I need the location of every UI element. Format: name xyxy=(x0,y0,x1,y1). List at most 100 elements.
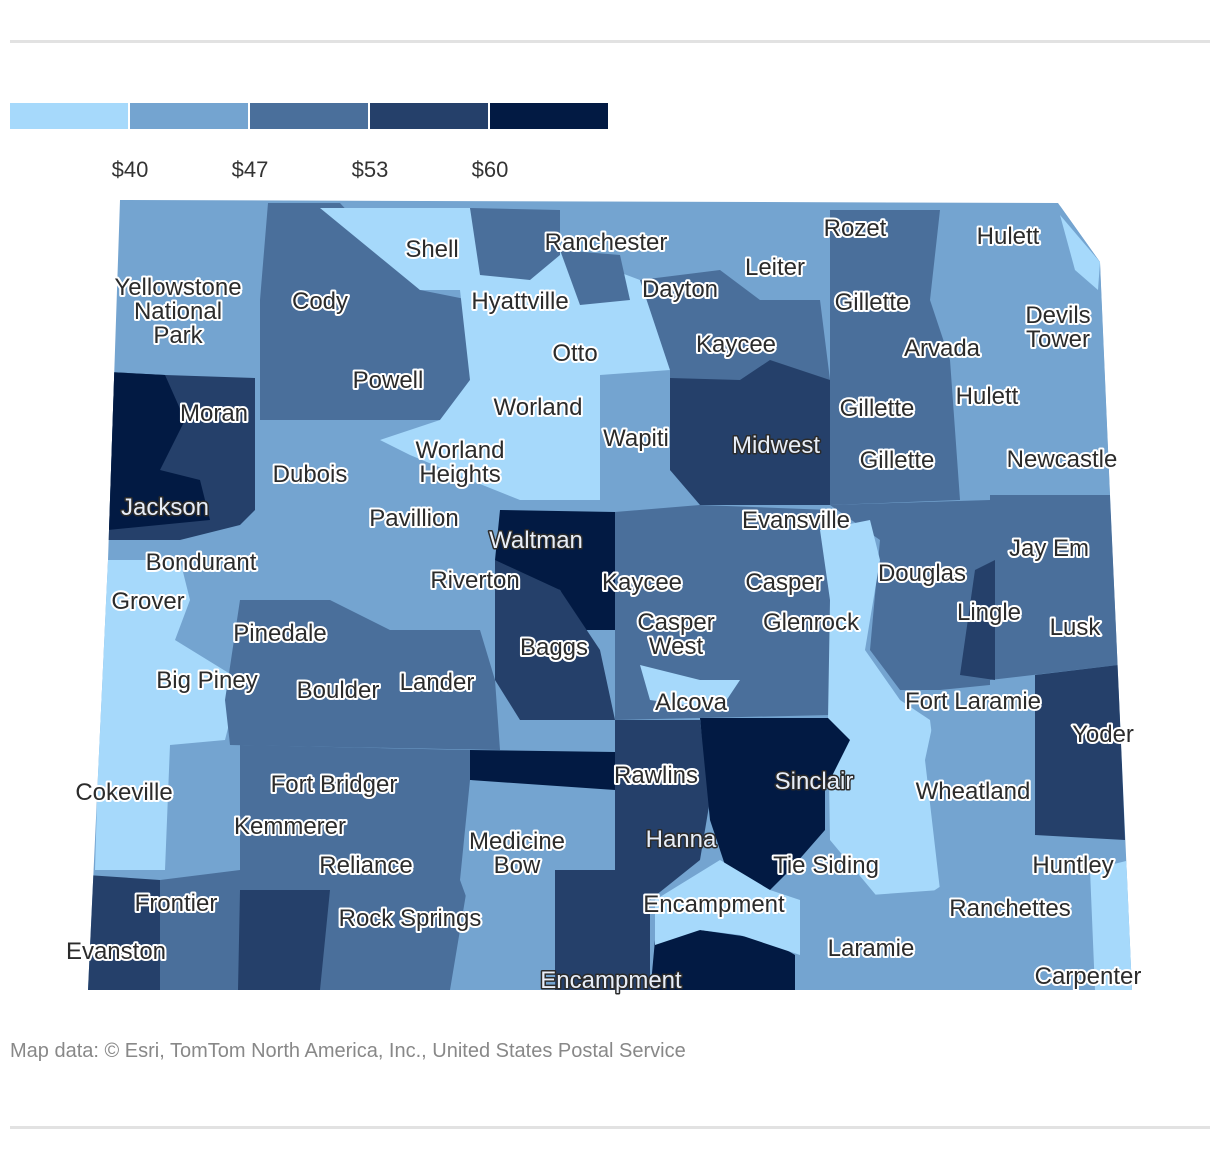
region-laramie xyxy=(800,890,960,990)
place-label: Hyattville xyxy=(471,288,568,315)
place-label: Dubois xyxy=(273,461,348,488)
place-label: Wapiti xyxy=(603,425,669,452)
place-label: Cokeville xyxy=(75,779,172,806)
place-label: Arvada xyxy=(904,335,981,362)
place-label: Encampment xyxy=(540,967,682,994)
region-gillette xyxy=(830,210,960,505)
place-label: Yellowstone National Park xyxy=(114,274,241,349)
place-label: Evanston xyxy=(66,938,166,965)
place-label: Bondurant xyxy=(146,549,257,576)
place-label: Pavillion xyxy=(369,505,458,532)
bottom-divider xyxy=(10,1126,1210,1129)
place-label: Kemmerer xyxy=(234,813,346,840)
place-label: Lander xyxy=(400,669,475,696)
place-labels: Shell Ranchester Rozet Hulett Yellowston… xyxy=(64,213,1143,996)
region-rock-springs-west xyxy=(238,890,330,990)
legend-bar xyxy=(10,103,608,129)
region-rawlins xyxy=(555,720,710,990)
place-label: Rawlins xyxy=(614,762,698,789)
region-wheatland xyxy=(925,680,1125,890)
place-label: Reliance xyxy=(319,852,412,879)
region-dayton-west xyxy=(560,250,630,305)
region-lusk xyxy=(990,495,1118,680)
region-douglas xyxy=(830,500,990,690)
legend-swatch-5 xyxy=(490,103,608,129)
region-kemmerer xyxy=(160,745,470,990)
place-label: Big Piney xyxy=(156,667,257,694)
place-label: Ranchettes xyxy=(949,895,1070,922)
place-label: Gillette xyxy=(835,289,910,316)
region-yoder xyxy=(1035,665,1125,840)
place-label: Otto xyxy=(552,340,597,367)
place-label: Shell xyxy=(405,236,458,263)
place-label: Grover xyxy=(111,588,184,615)
place-label: Hulett xyxy=(956,383,1019,410)
top-divider xyxy=(10,40,1210,43)
place-label: Waltman xyxy=(489,527,583,554)
region-east-north xyxy=(1000,205,1110,500)
region-i25-corridor xyxy=(820,520,950,900)
region-jackson xyxy=(108,372,210,530)
place-label: Jay Em xyxy=(1009,535,1089,562)
place-label: Fort Laramie xyxy=(905,688,1041,715)
legend-swatch-4 xyxy=(370,103,488,129)
place-label: Medicine Bow xyxy=(469,828,565,879)
region-ranchester xyxy=(470,208,560,280)
place-label: Carpenter xyxy=(1035,963,1142,990)
place-label: Lusk xyxy=(1050,614,1102,641)
place-label: Gillette xyxy=(860,447,935,474)
place-label: Yoder xyxy=(1072,721,1134,748)
region-lingle xyxy=(960,560,995,680)
region-medicine-bow xyxy=(460,780,615,990)
legend-tick-60: $60 xyxy=(471,157,509,182)
place-label: Laramie xyxy=(828,935,915,962)
place-label: Rock Springs xyxy=(339,905,482,932)
place-label: Alcova xyxy=(655,689,728,716)
region-waltman xyxy=(495,510,615,630)
place-label: Evansville xyxy=(742,507,850,534)
place-label: Fort Bridger xyxy=(271,771,398,798)
region-alcova xyxy=(640,665,740,710)
place-label: Douglas xyxy=(878,560,966,587)
place-label: Casper xyxy=(745,569,822,596)
place-label: Boulder xyxy=(297,677,380,704)
state-regions xyxy=(88,200,1132,990)
place-label: Worland Heights xyxy=(416,437,505,488)
legend-tick-47: $47 xyxy=(231,157,269,182)
place-label: Dayton xyxy=(642,276,718,303)
region-midwest xyxy=(670,360,830,505)
place-label: Riverton xyxy=(430,567,519,594)
region-encampment-light xyxy=(655,860,800,955)
region-carpenter xyxy=(1090,860,1132,990)
legend-tick-53: $53 xyxy=(351,157,389,182)
region-sinclair xyxy=(700,718,850,890)
place-label: Frontier xyxy=(135,890,218,917)
place-label: Gillette xyxy=(840,395,915,422)
region-baggs xyxy=(495,560,615,720)
place-label: Sinclair xyxy=(775,768,854,795)
place-label: Hulett xyxy=(977,223,1040,250)
legend-swatch-2 xyxy=(130,103,248,129)
legend-tick-40: $40 xyxy=(111,157,149,182)
place-label: Leiter xyxy=(745,254,805,281)
region-pinedale xyxy=(225,600,500,750)
place-label: Rozet xyxy=(824,215,887,242)
place-label: Encampment xyxy=(643,891,785,918)
region-casper xyxy=(615,505,830,720)
place-label: Devils Tower xyxy=(1025,302,1090,353)
color-legend: $40 $47 $53 $60 xyxy=(10,103,608,182)
place-label: Casper West xyxy=(637,609,714,660)
map-attribution: Map data: © Esri, TomTom North America, … xyxy=(10,1040,686,1062)
region-cody xyxy=(260,203,470,420)
place-label: Midwest xyxy=(732,432,820,459)
place-label: Wheatland xyxy=(916,778,1031,805)
place-label: Cody xyxy=(292,288,348,315)
place-label: Powell xyxy=(353,367,424,394)
place-label: Worland xyxy=(494,394,583,421)
place-label: Huntley xyxy=(1032,852,1113,879)
place-label: Pinedale xyxy=(233,620,326,647)
region-cokeville xyxy=(95,560,240,870)
place-label: Tie Siding xyxy=(773,852,879,879)
region-encampment-dark xyxy=(650,930,795,990)
